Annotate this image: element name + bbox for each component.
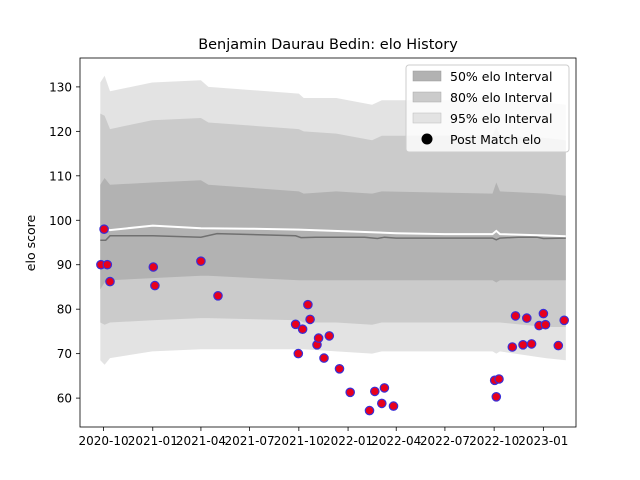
post-match-point: [521, 313, 532, 323]
band-50: [100, 178, 566, 290]
x-tick-label: 2021-04: [176, 434, 226, 448]
median-elo-line: [100, 232, 566, 242]
elo-lines: [100, 224, 566, 242]
post-match-point: [303, 299, 313, 310]
post-match-point: [345, 387, 355, 398]
x-tick-label: 2021-10: [274, 434, 324, 448]
post-match-point: [526, 339, 537, 349]
post-match-point: [518, 339, 528, 350]
post-match-point: [388, 401, 399, 411]
y-axis: 60 70 80 90 100 110 120 130: [49, 80, 80, 406]
post-match-points: [96, 224, 569, 416]
x-tick-label: 2023-01: [518, 434, 568, 448]
legend-label-post-match: Post Match elo: [450, 132, 541, 147]
post-match-point: [559, 315, 569, 326]
post-match-point: [510, 311, 521, 321]
post-match-point: [313, 333, 324, 343]
plot-frame: [79, 57, 577, 428]
post-match-point: [293, 348, 304, 359]
post-match-point: [105, 276, 115, 287]
post-match-point: [494, 374, 504, 384]
y-tick-label: 70: [57, 347, 72, 361]
y-tick-label: 110: [49, 169, 72, 183]
post-match-point: [553, 340, 564, 351]
legend-label-95: 95% elo Interval: [450, 111, 552, 126]
chart-title: Benjamin Daurau Bedin: elo History: [198, 37, 458, 53]
x-tick-label: 2022-07: [420, 434, 470, 448]
legend-swatch-95: [412, 112, 442, 124]
post-match-point: [102, 259, 113, 270]
post-match-point: [491, 391, 502, 402]
x-tick-label: 2022-04: [371, 434, 421, 448]
legend-marker-post-match: [421, 133, 433, 145]
x-tick-label: 2020-10: [78, 434, 128, 448]
post-match-point: [369, 386, 380, 397]
post-match-point: [196, 256, 206, 266]
mean-elo-line: [100, 224, 566, 238]
y-tick-label: 100: [49, 214, 72, 228]
post-match-point: [376, 398, 387, 409]
post-match-point: [99, 224, 109, 234]
post-match-point: [319, 353, 329, 363]
y-tick-label: 130: [49, 80, 72, 94]
post-match-point: [290, 319, 301, 330]
y-tick-label: 60: [57, 392, 72, 406]
y-axis-label: elo score: [23, 215, 38, 272]
post-match-point: [334, 363, 345, 374]
legend: 50% elo Interval 80% elo Interval 95% el…: [405, 64, 570, 153]
post-match-point: [538, 308, 549, 319]
legend-label-50: 50% elo Interval: [450, 69, 552, 84]
x-tick-label: 2022-10: [469, 434, 519, 448]
post-match-point: [540, 319, 551, 330]
post-match-point: [364, 405, 375, 416]
post-match-point: [148, 262, 159, 272]
post-match-point: [150, 280, 160, 291]
y-tick-label: 120: [49, 125, 72, 139]
x-tick-label: 2021-07: [225, 434, 275, 448]
legend-swatch-50: [412, 70, 442, 82]
post-match-point: [324, 331, 335, 341]
y-tick-label: 90: [57, 258, 72, 272]
post-match-point: [507, 342, 518, 352]
post-match-point: [297, 324, 308, 334]
post-match-point: [213, 290, 223, 301]
post-match-point: [379, 383, 390, 393]
y-tick-label: 80: [57, 303, 72, 317]
x-tick-label: 2022-01: [323, 434, 373, 448]
post-match-point: [305, 314, 315, 325]
x-tick-label: 2021-01: [128, 434, 178, 448]
legend-box: [405, 64, 570, 153]
legend-label-80: 80% elo Interval: [450, 90, 552, 105]
legend-swatch-80: [412, 91, 442, 103]
